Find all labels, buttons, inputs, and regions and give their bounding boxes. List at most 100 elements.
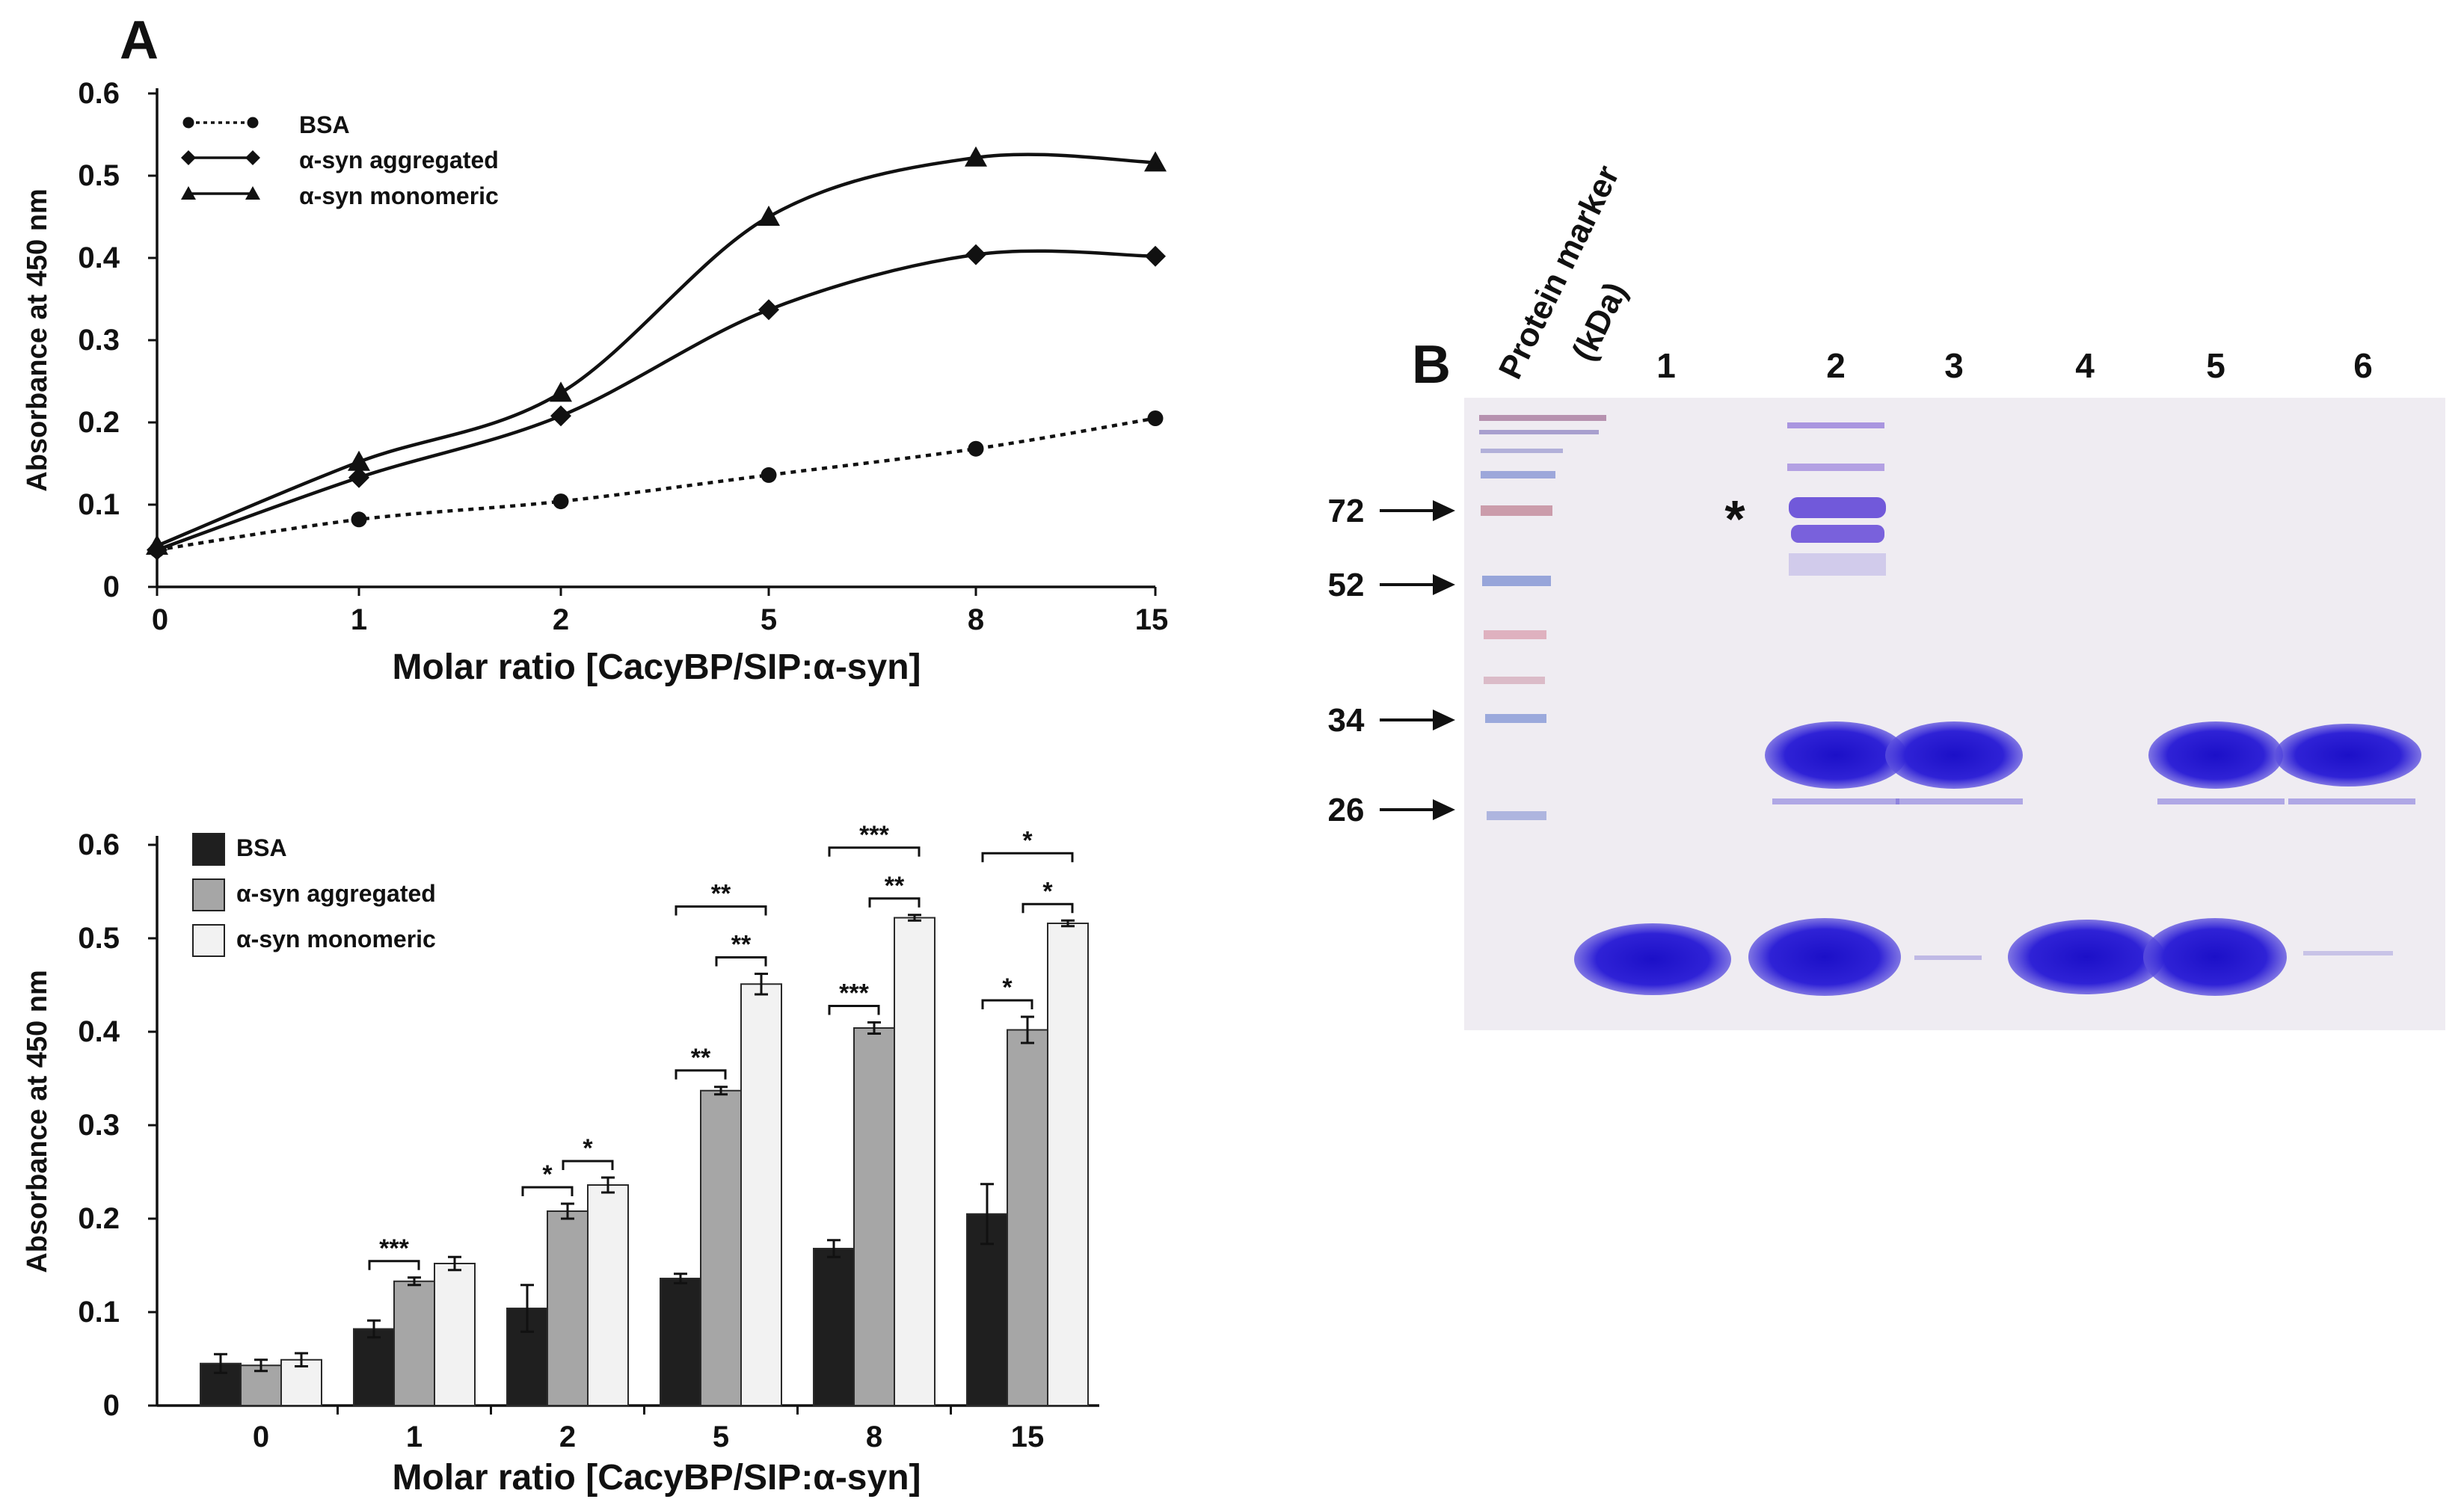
marker-header-line2: (kDa): [1565, 277, 1634, 366]
significance-bracket: [368, 1260, 420, 1270]
legend-swatch-bsa: [192, 833, 225, 866]
lane2-band-dimer: [1791, 525, 1884, 543]
legend-marker-alpha-syn-monomeric: [245, 186, 260, 200]
significance-bracket: [675, 1069, 727, 1080]
lane2-band-minor: [1772, 798, 1899, 804]
bar-alpha-syn-aggregated: [547, 1210, 589, 1406]
legend-marker-bsa: [247, 117, 259, 129]
bar-alpha-syn-aggregated: [1007, 1029, 1048, 1406]
panel-b-label: B: [1412, 335, 1451, 395]
bar-legend-label-monomeric: α-syn monomeric: [236, 926, 436, 952]
marker-ladder: [1479, 415, 1606, 820]
y-tick-label: 0.4: [78, 241, 120, 274]
line-chart: A 0 0.1 0.2 0.3 0.4 0.5 0.6 0 1 2 5 8 15 Absorbance…: [22, 10, 1168, 687]
bar-alpha-syn-monomeric: [1047, 923, 1089, 1406]
point-alpha-syn-monomeric: [146, 535, 168, 555]
x-tick-label: 1: [351, 603, 367, 636]
panel-a-label: A: [120, 10, 159, 70]
point-alpha-syn-monomeric: [758, 206, 780, 226]
y-tick-label: 0.2: [78, 406, 120, 439]
bar-alpha-syn-aggregated: [393, 1280, 435, 1406]
y-tick-label: 0: [103, 1389, 120, 1422]
y-tick-label: 0.3: [78, 324, 120, 357]
legend-label-aggregated: α-syn aggregated: [299, 147, 499, 173]
ladder-band: [1481, 449, 1563, 453]
bar-alpha-syn-aggregated: [700, 1089, 742, 1406]
y-tick-label: 0.5: [78, 159, 120, 192]
significance-label: **: [731, 931, 752, 959]
x-tick-label: 8: [968, 603, 984, 636]
bar-legend-label-bsa: BSA: [236, 834, 287, 861]
x-tick-label: 5: [761, 603, 777, 636]
gel-panel: B Protein marker (kDa) 1 2 3 4 5 6: [1328, 160, 2445, 1030]
y-tick-label: 0.6: [78, 828, 120, 861]
x-tick-label: 2: [553, 603, 569, 636]
y-tick-label: 0.3: [78, 1109, 120, 1142]
size-label-34: 34: [1328, 702, 1365, 739]
x-tick-label: 1: [406, 1421, 423, 1453]
bar-bsa: [353, 1328, 395, 1406]
significance-label: *: [1002, 973, 1013, 1002]
y-tick-label: 0: [103, 570, 120, 603]
legend-marker-alpha-syn-aggregated: [245, 150, 260, 165]
point-bsa: [1147, 410, 1164, 426]
bar-alpha-syn-monomeric: [434, 1263, 476, 1406]
point-alpha-syn-monomeric: [1144, 151, 1167, 172]
y-tick-label: 0.4: [78, 1015, 120, 1048]
ladder-band-52: [1482, 576, 1551, 586]
legend-marker-alpha-syn-monomeric: [181, 186, 196, 200]
point-alpha-syn-aggregated: [758, 299, 779, 321]
size-label-26: 26: [1328, 792, 1365, 828]
line-y-axis-label: Absorbance at 450 nm: [22, 188, 53, 491]
lane-label-4: 4: [2075, 346, 2095, 385]
bar-alpha-syn-monomeric: [740, 983, 782, 1406]
arrow-72-head: [1433, 500, 1455, 521]
bar-x-axis-label: Molar ratio [CacyBP/SIP:α-syn]: [393, 1458, 921, 1498]
bar-chart: 0 0.1 0.2 0.3 0.4 0.5 0.6 0 1 2 5 8 15 Absorbance a…: [22, 821, 1099, 1498]
significance-label: *: [1022, 826, 1033, 855]
significance-label: *: [583, 1134, 593, 1163]
significance-brackets: **********************: [368, 821, 1074, 1270]
legend-swatch-monomeric: [192, 924, 225, 957]
bar-bsa: [813, 1248, 855, 1406]
point-alpha-syn-aggregated: [550, 405, 571, 427]
significance-label: *: [1042, 877, 1053, 905]
ladder-band-34: [1485, 714, 1546, 723]
bar-bsa: [660, 1278, 701, 1406]
lane2-band: [1787, 464, 1884, 471]
lane6-band-minor: [2288, 798, 2415, 804]
bar-series: [200, 914, 1089, 1406]
bar-x-ticks: 0 1 2 5 8 15: [253, 1406, 1044, 1453]
significance-label: **: [691, 1044, 711, 1072]
significance-bracket: [828, 846, 921, 857]
bar-alpha-syn-monomeric: [894, 917, 935, 1406]
lane2-band-32: [1765, 721, 1907, 789]
legend-label-bsa: BSA: [299, 111, 350, 138]
legend-item-aggregated: α-syn aggregated: [181, 147, 499, 173]
size-marker-52: 52: [1328, 567, 1455, 603]
line-x-axis-label: Molar ratio [CacyBP/SIP:α-syn]: [393, 647, 921, 687]
lane2-smear: [1789, 553, 1886, 576]
lane6-band-faint: [2303, 951, 2393, 955]
ladder-band: [1481, 471, 1555, 478]
lane-label-6: 6: [2353, 346, 2373, 385]
ladder-band-26: [1487, 811, 1546, 820]
line-series: [146, 146, 1167, 561]
size-marker-72: 72: [1328, 493, 1455, 529]
y-tick-label: 0.1: [78, 488, 120, 521]
x-tick-label: 15: [1011, 1421, 1045, 1453]
significance-bracket: [981, 852, 1074, 863]
series-line-alpha-syn-aggregated: [156, 249, 1156, 552]
bar-alpha-syn-aggregated: [853, 1027, 895, 1406]
lane2-band-top: [1787, 422, 1884, 428]
significance-label: ***: [839, 979, 869, 1008]
lane2-band-low: [1748, 918, 1901, 996]
lane-label-1: 1: [1656, 346, 1676, 385]
x-tick-label: 0: [253, 1421, 269, 1453]
significance-label: *: [542, 1160, 553, 1189]
point-alpha-syn-monomeric: [348, 450, 370, 471]
series-line-bsa: [156, 416, 1156, 552]
x-tick-label: 15: [1135, 603, 1169, 636]
ladder-band-72: [1481, 505, 1552, 516]
